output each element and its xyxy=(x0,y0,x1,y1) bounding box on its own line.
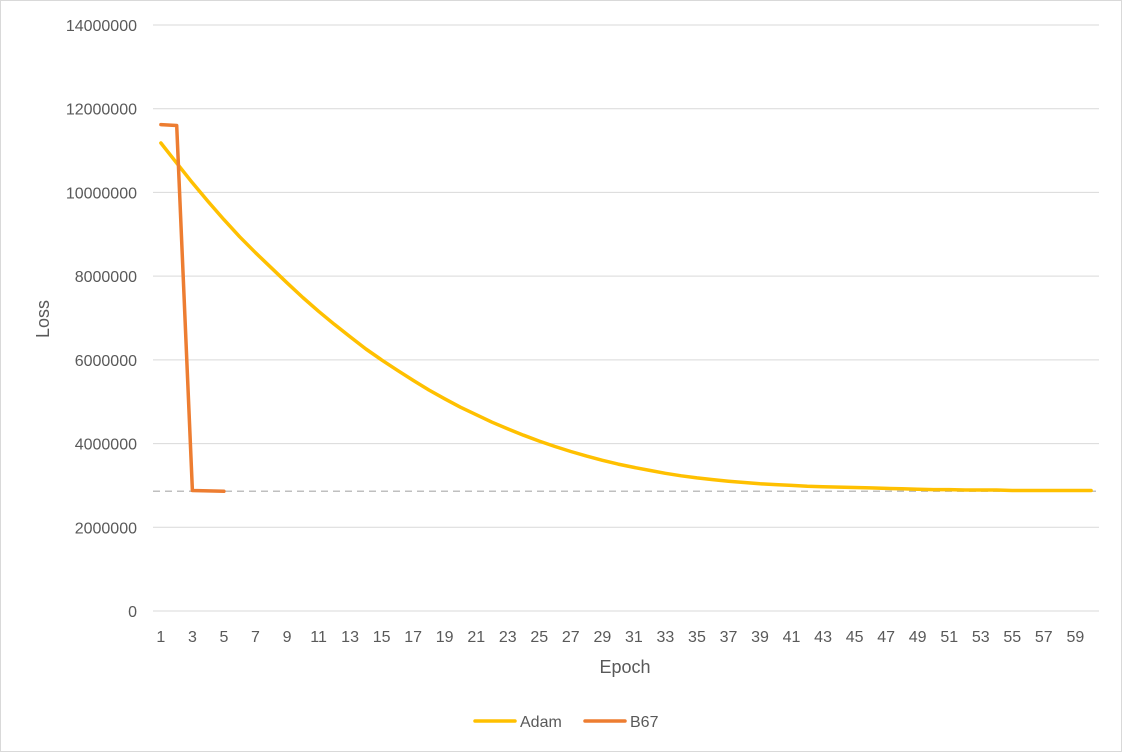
series-lines xyxy=(159,122,1093,494)
y-tick-label: 0 xyxy=(128,604,137,621)
x-tick-label: 21 xyxy=(467,629,485,646)
x-tick-label: 29 xyxy=(593,629,611,646)
y-tick-label: 4000000 xyxy=(75,437,137,454)
x-tick-label: 13 xyxy=(341,629,359,646)
x-tick-label: 59 xyxy=(1066,629,1084,646)
y-tick-label: 12000000 xyxy=(66,102,137,119)
y-tick-label: 2000000 xyxy=(75,520,137,537)
x-tick-label: 31 xyxy=(625,629,643,646)
legend-label: Adam xyxy=(520,714,562,731)
x-tick-label: 35 xyxy=(688,629,706,646)
x-tick-label: 57 xyxy=(1035,629,1053,646)
x-tick-label: 27 xyxy=(562,629,580,646)
x-tick-label: 39 xyxy=(751,629,769,646)
gridlines xyxy=(153,24,1099,612)
x-tick-label: 1 xyxy=(156,629,165,646)
series-line-adam xyxy=(159,141,1093,493)
y-axis-title: Loss xyxy=(33,300,53,338)
x-tick-label: 15 xyxy=(373,629,391,646)
x-tick-label: 17 xyxy=(404,629,422,646)
x-tick-label: 47 xyxy=(877,629,895,646)
x-tick-label: 7 xyxy=(251,629,260,646)
y-axis-tick-labels: 0 2000000 4000000 6000000 8000000 10000000 120… xyxy=(66,18,137,621)
x-tick-label: 53 xyxy=(972,629,990,646)
x-tick-label: 23 xyxy=(499,629,517,646)
x-tick-label: 3 xyxy=(188,629,197,646)
y-tick-label: 14000000 xyxy=(66,18,137,35)
legend-item-adam: Adam xyxy=(473,714,562,731)
y-tick-label: 6000000 xyxy=(75,353,137,370)
x-axis-tick-labels: 1 3 5 7 9 11 13 15 17 19 21 23 25 27 29 31 33 35 37 39 41 43 4… xyxy=(156,629,1084,646)
x-tick-label: 9 xyxy=(283,629,292,646)
x-tick-label: 19 xyxy=(436,629,454,646)
x-tick-label: 45 xyxy=(846,629,864,646)
legend: Adam B67 xyxy=(473,714,659,731)
x-tick-label: 41 xyxy=(783,629,801,646)
x-tick-label: 37 xyxy=(720,629,738,646)
legend-label: B67 xyxy=(630,714,659,731)
legend-item-b67: B67 xyxy=(583,714,659,731)
x-tick-label: 43 xyxy=(814,629,832,646)
series-line-b67 xyxy=(159,122,226,494)
x-tick-label: 51 xyxy=(940,629,958,646)
x-tick-label: 5 xyxy=(219,629,228,646)
y-tick-label: 8000000 xyxy=(75,269,137,286)
x-tick-label: 55 xyxy=(1003,629,1021,646)
x-tick-label: 33 xyxy=(657,629,675,646)
x-axis-title: Epoch xyxy=(599,657,650,677)
x-tick-label: 49 xyxy=(909,629,927,646)
x-tick-label: 11 xyxy=(310,629,327,646)
x-tick-label: 25 xyxy=(530,629,548,646)
y-tick-label: 10000000 xyxy=(66,185,137,202)
